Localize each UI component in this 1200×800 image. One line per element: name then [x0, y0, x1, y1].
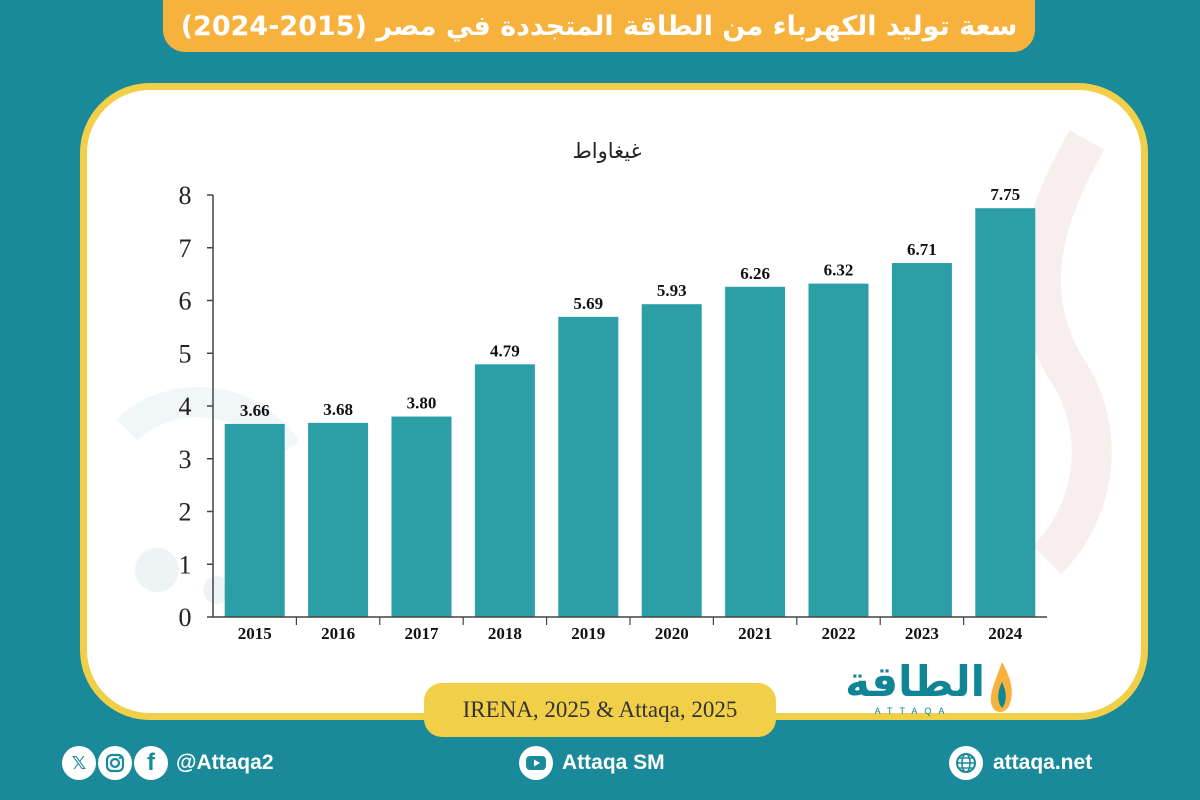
- chart-title: سعة توليد الكهرباء من الطاقة المتجددة في…: [180, 10, 1018, 42]
- bar-2019: [558, 316, 619, 617]
- y-tick-label: 5: [179, 339, 192, 368]
- flame-drop-icon: [990, 662, 1012, 712]
- bar-2018: [474, 364, 535, 617]
- x-tick-label: 2022: [822, 624, 856, 643]
- instagram-icon[interactable]: [98, 746, 132, 780]
- bar-value-label: 6.26: [740, 264, 770, 283]
- bar-2023: [891, 263, 952, 617]
- social-handle[interactable]: @Attaqa2: [176, 751, 274, 774]
- bar-2020: [641, 304, 702, 617]
- y-tick-label: 0: [179, 603, 192, 632]
- youtube-handle[interactable]: Attaqa SM: [562, 751, 665, 774]
- x-tick-label: 2017: [405, 624, 440, 643]
- bar-value-label: 7.75: [990, 185, 1020, 204]
- x-axis-ticks: 2015 2016 2017 2018 2019 2020 2021 2022 2023 2024: [238, 617, 1023, 643]
- bar-value-label: 5.93: [657, 281, 687, 300]
- bar-value-label: 6.32: [824, 261, 854, 280]
- y-tick-label: 8: [179, 181, 192, 210]
- bar-value-label: 3.68: [323, 400, 353, 419]
- attaqa-logo: الطاقة ATTAQA: [835, 656, 1025, 724]
- x-tick-label: 2024: [988, 624, 1023, 643]
- y-tick-label: 3: [179, 445, 192, 474]
- youtube-icon[interactable]: [519, 746, 553, 780]
- bar-2022: [808, 283, 869, 617]
- x-twitter-icon[interactable]: 𝕏: [62, 746, 96, 780]
- title-banner: سعة توليد الكهرباء من الطاقة المتجددة في…: [163, 0, 1035, 52]
- globe-icon[interactable]: [949, 746, 983, 780]
- y-tick-label: 4: [179, 392, 192, 421]
- logo-arabic-text: الطاقة: [845, 657, 985, 706]
- x-tick-label: 2023: [905, 624, 939, 643]
- x-tick-label: 2015: [238, 624, 272, 643]
- bar-value-label: 3.80: [407, 394, 437, 413]
- source-label: IRENA, 2025 & Attaqa, 2025: [462, 697, 738, 722]
- y-tick-label: 2: [179, 498, 192, 527]
- x-tick-label: 2021: [738, 624, 772, 643]
- y-axis-ticks: 0 1 2 3 4 5 6 7 8: [179, 181, 213, 632]
- chart-card: غيغاواط 0 1 2 3 4 5 6 7 8 3.66 3.68 3.80 4.79 5.69 5.…: [80, 83, 1148, 720]
- bar-value-label: 3.66: [240, 401, 270, 420]
- bar-2015: [224, 423, 285, 617]
- facebook-icon[interactable]: f: [134, 746, 168, 780]
- bar-value-label: 6.71: [907, 240, 937, 259]
- website-link[interactable]: attaqa.net: [993, 751, 1093, 774]
- source-box: IRENA, 2025 & Attaqa, 2025: [424, 683, 776, 737]
- x-tick-label: 2016: [321, 624, 355, 643]
- x-tick-label: 2020: [655, 624, 689, 643]
- bar-2021: [725, 286, 786, 617]
- bars-group: 3.66 3.68 3.80 4.79 5.69 5.93 6.26 6.32 6.71 7.75: [224, 185, 1036, 617]
- y-tick-label: 1: [179, 550, 192, 579]
- bar-2016: [308, 422, 369, 617]
- y-tick-label: 7: [179, 234, 192, 263]
- bar-value-label: 5.69: [573, 294, 603, 313]
- x-tick-label: 2019: [571, 624, 605, 643]
- bar-2024: [975, 208, 1036, 617]
- bar-chart: غيغاواط 0 1 2 3 4 5 6 7 8 3.66 3.68 3.80 4.79 5.69 5.…: [179, 139, 1047, 643]
- bar-value-label: 4.79: [490, 341, 520, 360]
- y-axis-unit-label: غيغاواط: [572, 139, 641, 163]
- bar-2017: [391, 416, 452, 617]
- logo-english-text: ATTAQA: [874, 706, 952, 716]
- y-tick-label: 6: [179, 287, 192, 316]
- x-tick-label: 2018: [488, 624, 522, 643]
